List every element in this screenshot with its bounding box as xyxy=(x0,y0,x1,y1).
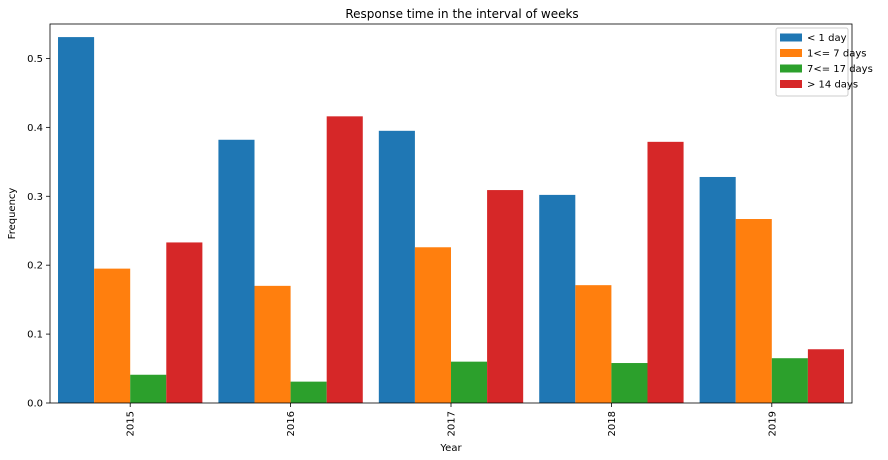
bar xyxy=(647,141,684,404)
legend-box xyxy=(775,27,849,97)
bar xyxy=(326,116,363,403)
bars-group xyxy=(58,37,844,404)
x-tick-label: 2016 xyxy=(286,411,297,436)
x-tick-label: 2017 xyxy=(447,411,458,436)
bar xyxy=(166,242,203,403)
bar xyxy=(378,130,415,404)
y-tick-label: 0.3 xyxy=(27,192,43,203)
bar xyxy=(735,219,772,403)
legend-label: > 14 days xyxy=(807,80,858,91)
legend: < 1 day 1<= 7 days 7<= 17 days > 14 days xyxy=(775,27,873,97)
y-axis-label: Frequency xyxy=(7,188,18,240)
legend-swatch xyxy=(780,49,802,57)
x-tick-label: 2015 xyxy=(126,411,137,436)
bar xyxy=(414,247,451,403)
y-axis: 0.0 0.1 0.2 0.3 0.4 0.5 xyxy=(27,54,50,410)
x-tick-label: 2018 xyxy=(607,411,618,436)
bar xyxy=(807,349,844,403)
y-tick-label: 0.1 xyxy=(27,330,43,341)
bar xyxy=(575,285,612,403)
legend-label: < 1 day xyxy=(807,33,847,44)
legend-label: 7<= 17 days xyxy=(807,64,873,75)
bar xyxy=(94,268,131,403)
bar xyxy=(699,176,736,403)
plot-frame xyxy=(49,23,853,404)
bar xyxy=(254,285,291,403)
bar xyxy=(290,381,327,403)
x-axis: 2015 2016 2017 2018 2019 xyxy=(126,403,778,436)
legend-swatch xyxy=(780,80,802,88)
bar xyxy=(218,139,255,403)
legend-label: 1<= 7 days xyxy=(807,49,866,60)
y-tick-label: 0.4 xyxy=(27,123,43,134)
legend-swatch xyxy=(780,33,802,42)
legend-swatch xyxy=(780,64,802,73)
bar xyxy=(487,190,524,403)
y-tick-label: 0.2 xyxy=(27,261,43,272)
bar xyxy=(130,374,167,403)
x-tick-label: 2019 xyxy=(767,411,778,436)
bar xyxy=(771,358,808,403)
bar xyxy=(451,361,488,403)
bar xyxy=(58,37,95,404)
bar xyxy=(539,194,576,403)
bar xyxy=(611,363,648,403)
chart-title: Response time in the interval of weeks xyxy=(345,7,578,21)
x-axis-label: Year xyxy=(439,443,462,454)
y-tick-label: 0.5 xyxy=(27,54,43,65)
y-tick-label: 0.0 xyxy=(27,399,43,410)
